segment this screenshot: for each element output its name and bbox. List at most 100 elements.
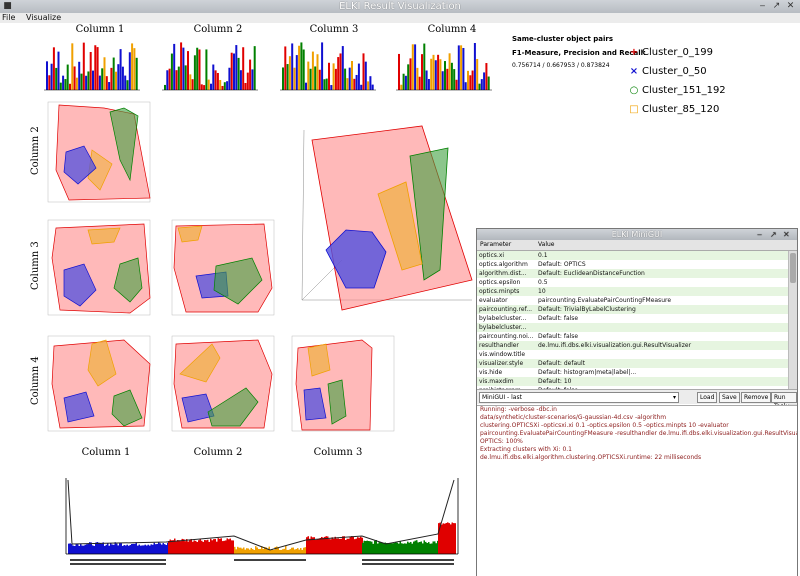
reachability-bar	[423, 540, 425, 554]
parameter-row[interactable]: resulthandler de.lmu.ifi.dbs.elki.visuali…	[477, 341, 789, 350]
parameter-row[interactable]: visualizer.style Default: default	[477, 359, 789, 368]
histogram-bar	[200, 84, 203, 90]
reachability-bar	[74, 545, 76, 554]
histogram-bar	[434, 60, 437, 90]
parameter-row[interactable]: evaluator paircounting.EvaluatePairCounti…	[477, 296, 789, 305]
reachability-plot[interactable]	[56, 476, 468, 572]
save-button[interactable]: Save	[719, 392, 740, 403]
reachability-bar	[441, 524, 443, 554]
parameter-value[interactable]: Default: 10	[538, 378, 572, 385]
reachability-bar	[93, 545, 95, 554]
legend-item-cluster-0-50[interactable]: × Cluster_0_50	[628, 65, 707, 79]
menu-file[interactable]: File	[2, 13, 16, 22]
reachability-bar	[262, 549, 264, 554]
parameter-value[interactable]: Default: default	[538, 360, 585, 367]
minimize-icon[interactable]: ‒	[759, 1, 766, 11]
column-header-value[interactable]: Value	[538, 241, 555, 248]
scatter-plot-c1-c4[interactable]	[44, 334, 154, 434]
reachability-bar	[300, 548, 302, 554]
scatter-plot-c3-c4[interactable]	[288, 334, 398, 434]
scrollbar-thumb[interactable]	[790, 253, 796, 283]
reachability-bar	[152, 544, 154, 554]
chevron-down-icon[interactable]: ▾	[672, 394, 676, 401]
log-line: clustering.OPTICSXi -opticsxi.xi 0.1 -op…	[480, 422, 729, 429]
reachability-bar	[358, 537, 360, 554]
parameter-value[interactable]: Default: histogram|meta|label|...	[538, 369, 637, 376]
saved-settings-select[interactable]: MiniGUI - last ▾	[479, 392, 679, 403]
reachability-bar	[343, 536, 345, 554]
parameter-value[interactable]: 0.1	[538, 252, 548, 259]
parameter-value[interactable]: Default: false	[538, 315, 579, 322]
legend-item-cluster-0-199[interactable]: + Cluster_0_199	[628, 46, 713, 60]
parameter-value[interactable]: Default: EuclideanDistanceFunction	[538, 270, 645, 277]
parameter-value[interactable]: 0.5	[538, 279, 548, 286]
parameter-row[interactable]: vis.maxdim Default: 10	[477, 377, 789, 386]
histogram-bar	[462, 47, 465, 90]
histogram-bar	[96, 47, 99, 90]
reachability-bar	[334, 536, 336, 554]
histogram-bar	[164, 84, 166, 90]
histogram-bar	[311, 51, 314, 90]
scatter-plot-c2-c4[interactable]	[168, 334, 278, 434]
reachability-bar	[371, 541, 373, 554]
reachability-bar	[192, 541, 194, 554]
legend-item-cluster-151-192[interactable]: ○ Cluster_151_192	[628, 84, 726, 98]
parameter-row[interactable]: bylabelcluster...	[477, 323, 789, 332]
load-button[interactable]: Load	[697, 392, 718, 403]
scatter-plot-c1-c2[interactable]	[44, 100, 154, 205]
maximize-icon[interactable]: ↗	[772, 1, 781, 11]
parameter-row[interactable]: optics.epsilon 0.5	[477, 278, 789, 287]
histogram-bar	[362, 53, 365, 90]
reachability-bar	[144, 544, 146, 554]
parameter-row[interactable]: vis.hide Default: histogram|meta|label|..…	[477, 368, 789, 377]
parameter-value[interactable]: de.lmu.ifi.dbs.elki.visualization.gui.Re…	[538, 342, 692, 349]
reachability-bar	[102, 542, 104, 554]
parameter-row[interactable]: paircounting.ref... Default: TrivialByLab…	[477, 305, 789, 314]
parameter-row[interactable]: optics.minpts 10	[477, 287, 789, 296]
column-header-parameter[interactable]: Parameter	[480, 241, 512, 248]
reachability-bar	[186, 539, 188, 554]
histogram-bar	[219, 79, 222, 90]
histogram-bar	[115, 71, 117, 90]
parameter-value[interactable]: Default: false	[538, 333, 579, 340]
parameter-row[interactable]: vis.window.title	[477, 350, 789, 359]
close-icon[interactable]: ✕	[786, 1, 795, 11]
parameter-value[interactable]: Default: TrivialByLabelClustering	[538, 306, 636, 313]
legend-item-cluster-85-120[interactable]: □ Cluster_85_120	[628, 103, 719, 117]
histogram-bar	[448, 53, 451, 90]
parameter-value[interactable]: 10	[538, 288, 546, 295]
parameter-row[interactable]: optics.algorithm Default: OPTICS	[477, 260, 789, 269]
reachability-bar	[387, 543, 389, 554]
scatter-plot-c2-c3[interactable]	[168, 218, 278, 318]
parameter-row[interactable]: paircounting.noi... Default: false	[477, 332, 789, 341]
reachability-bar	[336, 538, 338, 554]
reachability-bar	[348, 538, 350, 554]
parameter-value[interactable]: Default: OPTICS	[538, 261, 586, 268]
top-column-title-4: Column 4	[427, 24, 477, 35]
remove-button[interactable]: Remove	[741, 392, 772, 403]
histogram-bar	[235, 45, 238, 90]
histogram-bar	[124, 75, 127, 90]
parameter-row[interactable]: optics.xi 0.1	[477, 251, 789, 260]
parameter-value[interactable]: paircounting.EvaluatePairCountingFMeasur…	[538, 297, 672, 304]
reachability-bar	[240, 547, 242, 554]
reachability-bar	[77, 544, 79, 554]
histogram-bar	[455, 79, 458, 90]
bottom-column-title-2: Column 2	[193, 447, 243, 458]
reachability-bar	[408, 542, 410, 554]
scatter-plot-c1-c3[interactable]	[44, 218, 154, 318]
menu-visualize[interactable]: Visualize	[25, 13, 62, 22]
maximize-icon[interactable]: ↗	[770, 230, 777, 239]
histogram-bar	[94, 45, 97, 90]
projection-3d-plot[interactable]	[282, 120, 482, 325]
parameter-table-scrollbar[interactable]	[788, 251, 797, 413]
parameter-row[interactable]: bylabelcluster... Default: false	[477, 314, 789, 323]
histogram-bar	[330, 85, 333, 90]
close-icon[interactable]: ✕	[783, 230, 790, 239]
reachability-bar	[447, 522, 449, 554]
reachability-bar	[161, 544, 163, 554]
reachability-bar	[279, 549, 281, 554]
parameter-row[interactable]: algorithm.dist... Default: EuclideanDista…	[477, 269, 789, 278]
reachability-bar	[177, 540, 179, 554]
minimize-icon[interactable]: ‒	[757, 230, 763, 239]
